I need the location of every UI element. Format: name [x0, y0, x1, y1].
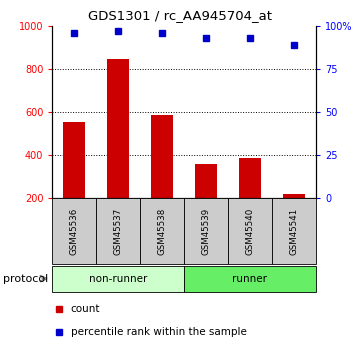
Text: GDS1301 / rc_AA945704_at: GDS1301 / rc_AA945704_at [88, 9, 273, 22]
Bar [228, 198, 272, 264]
Text: GSM45537: GSM45537 [114, 208, 123, 255]
Text: GSM45538: GSM45538 [158, 208, 167, 255]
Bar [184, 266, 316, 292]
Text: GSM45539: GSM45539 [201, 208, 210, 255]
Text: runner: runner [232, 274, 268, 284]
Bar [283, 194, 305, 198]
Text: GSM45541: GSM45541 [290, 208, 299, 255]
Bar [272, 198, 316, 264]
Bar [140, 198, 184, 264]
Bar [107, 59, 129, 198]
Text: GSM45540: GSM45540 [245, 208, 255, 255]
Bar [239, 158, 261, 198]
Bar [195, 164, 217, 198]
Text: protocol: protocol [4, 274, 49, 284]
Text: GSM45536: GSM45536 [70, 208, 79, 255]
Bar [52, 198, 96, 264]
Text: count: count [71, 304, 100, 314]
Bar [184, 198, 228, 264]
Text: percentile rank within the sample: percentile rank within the sample [71, 327, 247, 337]
Bar [96, 198, 140, 264]
Bar [151, 115, 173, 198]
Bar [63, 122, 85, 198]
Text: non-runner: non-runner [89, 274, 147, 284]
Bar [52, 266, 184, 292]
